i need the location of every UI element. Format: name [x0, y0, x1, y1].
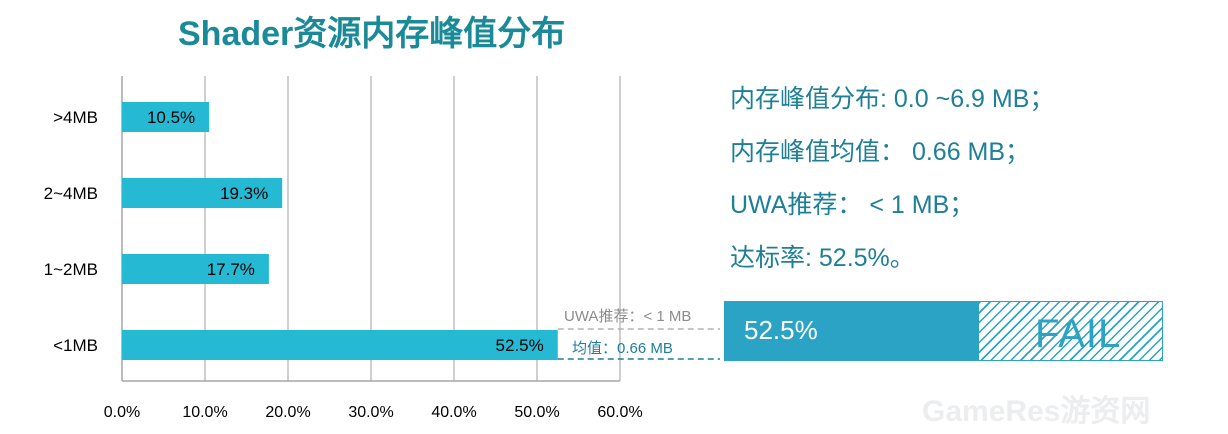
chart-title: Shader资源内存峰值分布: [178, 15, 566, 53]
x-tick-label: 40.0%: [431, 404, 476, 421]
bar-data-label: 17.7%: [207, 260, 255, 279]
stat-mean: 内存峰值均值： 0.66 MB；: [730, 138, 1031, 166]
category-label: <1MB: [53, 336, 98, 355]
x-tick-label: 0.0%: [104, 404, 140, 421]
stats-panel: 内存峰值分布: 0.0 ~6.9 MB； 内存峰值均值： 0.66 MB； UW…: [730, 86, 1054, 298]
bar: [122, 102, 210, 132]
x-tick-label: 20.0%: [265, 404, 310, 421]
x-tick-label: 30.0%: [348, 404, 393, 421]
bar-data-label: 19.3%: [220, 184, 268, 203]
bar: [122, 178, 283, 208]
mean-label: 均值：0.66 MB: [572, 340, 673, 357]
watermark-logo: GameRes游资网: [922, 395, 1151, 428]
category-label: >4MB: [53, 108, 98, 127]
x-tick-label: 10.0%: [182, 404, 227, 421]
x-tick-label: 50.0%: [514, 404, 559, 421]
bar-data-label: 10.5%: [147, 108, 195, 127]
pass-rate-bar: 52.5%: [724, 301, 978, 361]
pass-rate-label: 52.5%: [744, 315, 818, 345]
category-label: 2~4MB: [44, 184, 98, 203]
bar-chart: 0.0% 10.0% 20.0% 30.0% 40.0% 50.0% 60.0% 10.5% >…: [44, 76, 720, 421]
bar-data-label: 52.5%: [496, 336, 544, 355]
x-tick-label: 60.0%: [597, 404, 642, 421]
bar: [122, 254, 269, 284]
recommendation-label: UWA推荐：< 1 MB: [564, 308, 691, 325]
category-label: 1~2MB: [44, 260, 98, 279]
stat-range: 内存峰值分布: 0.0 ~6.9 MB；: [730, 85, 1055, 113]
stat-pass-rate: 达标率: 52.5%。: [730, 244, 915, 272]
bar: [122, 330, 558, 360]
fail-label: FAIL: [1035, 312, 1122, 356]
stat-recommendation: UWA推荐： < 1 MB；: [730, 191, 975, 219]
fail-rate-bar: FAIL: [978, 301, 1163, 361]
